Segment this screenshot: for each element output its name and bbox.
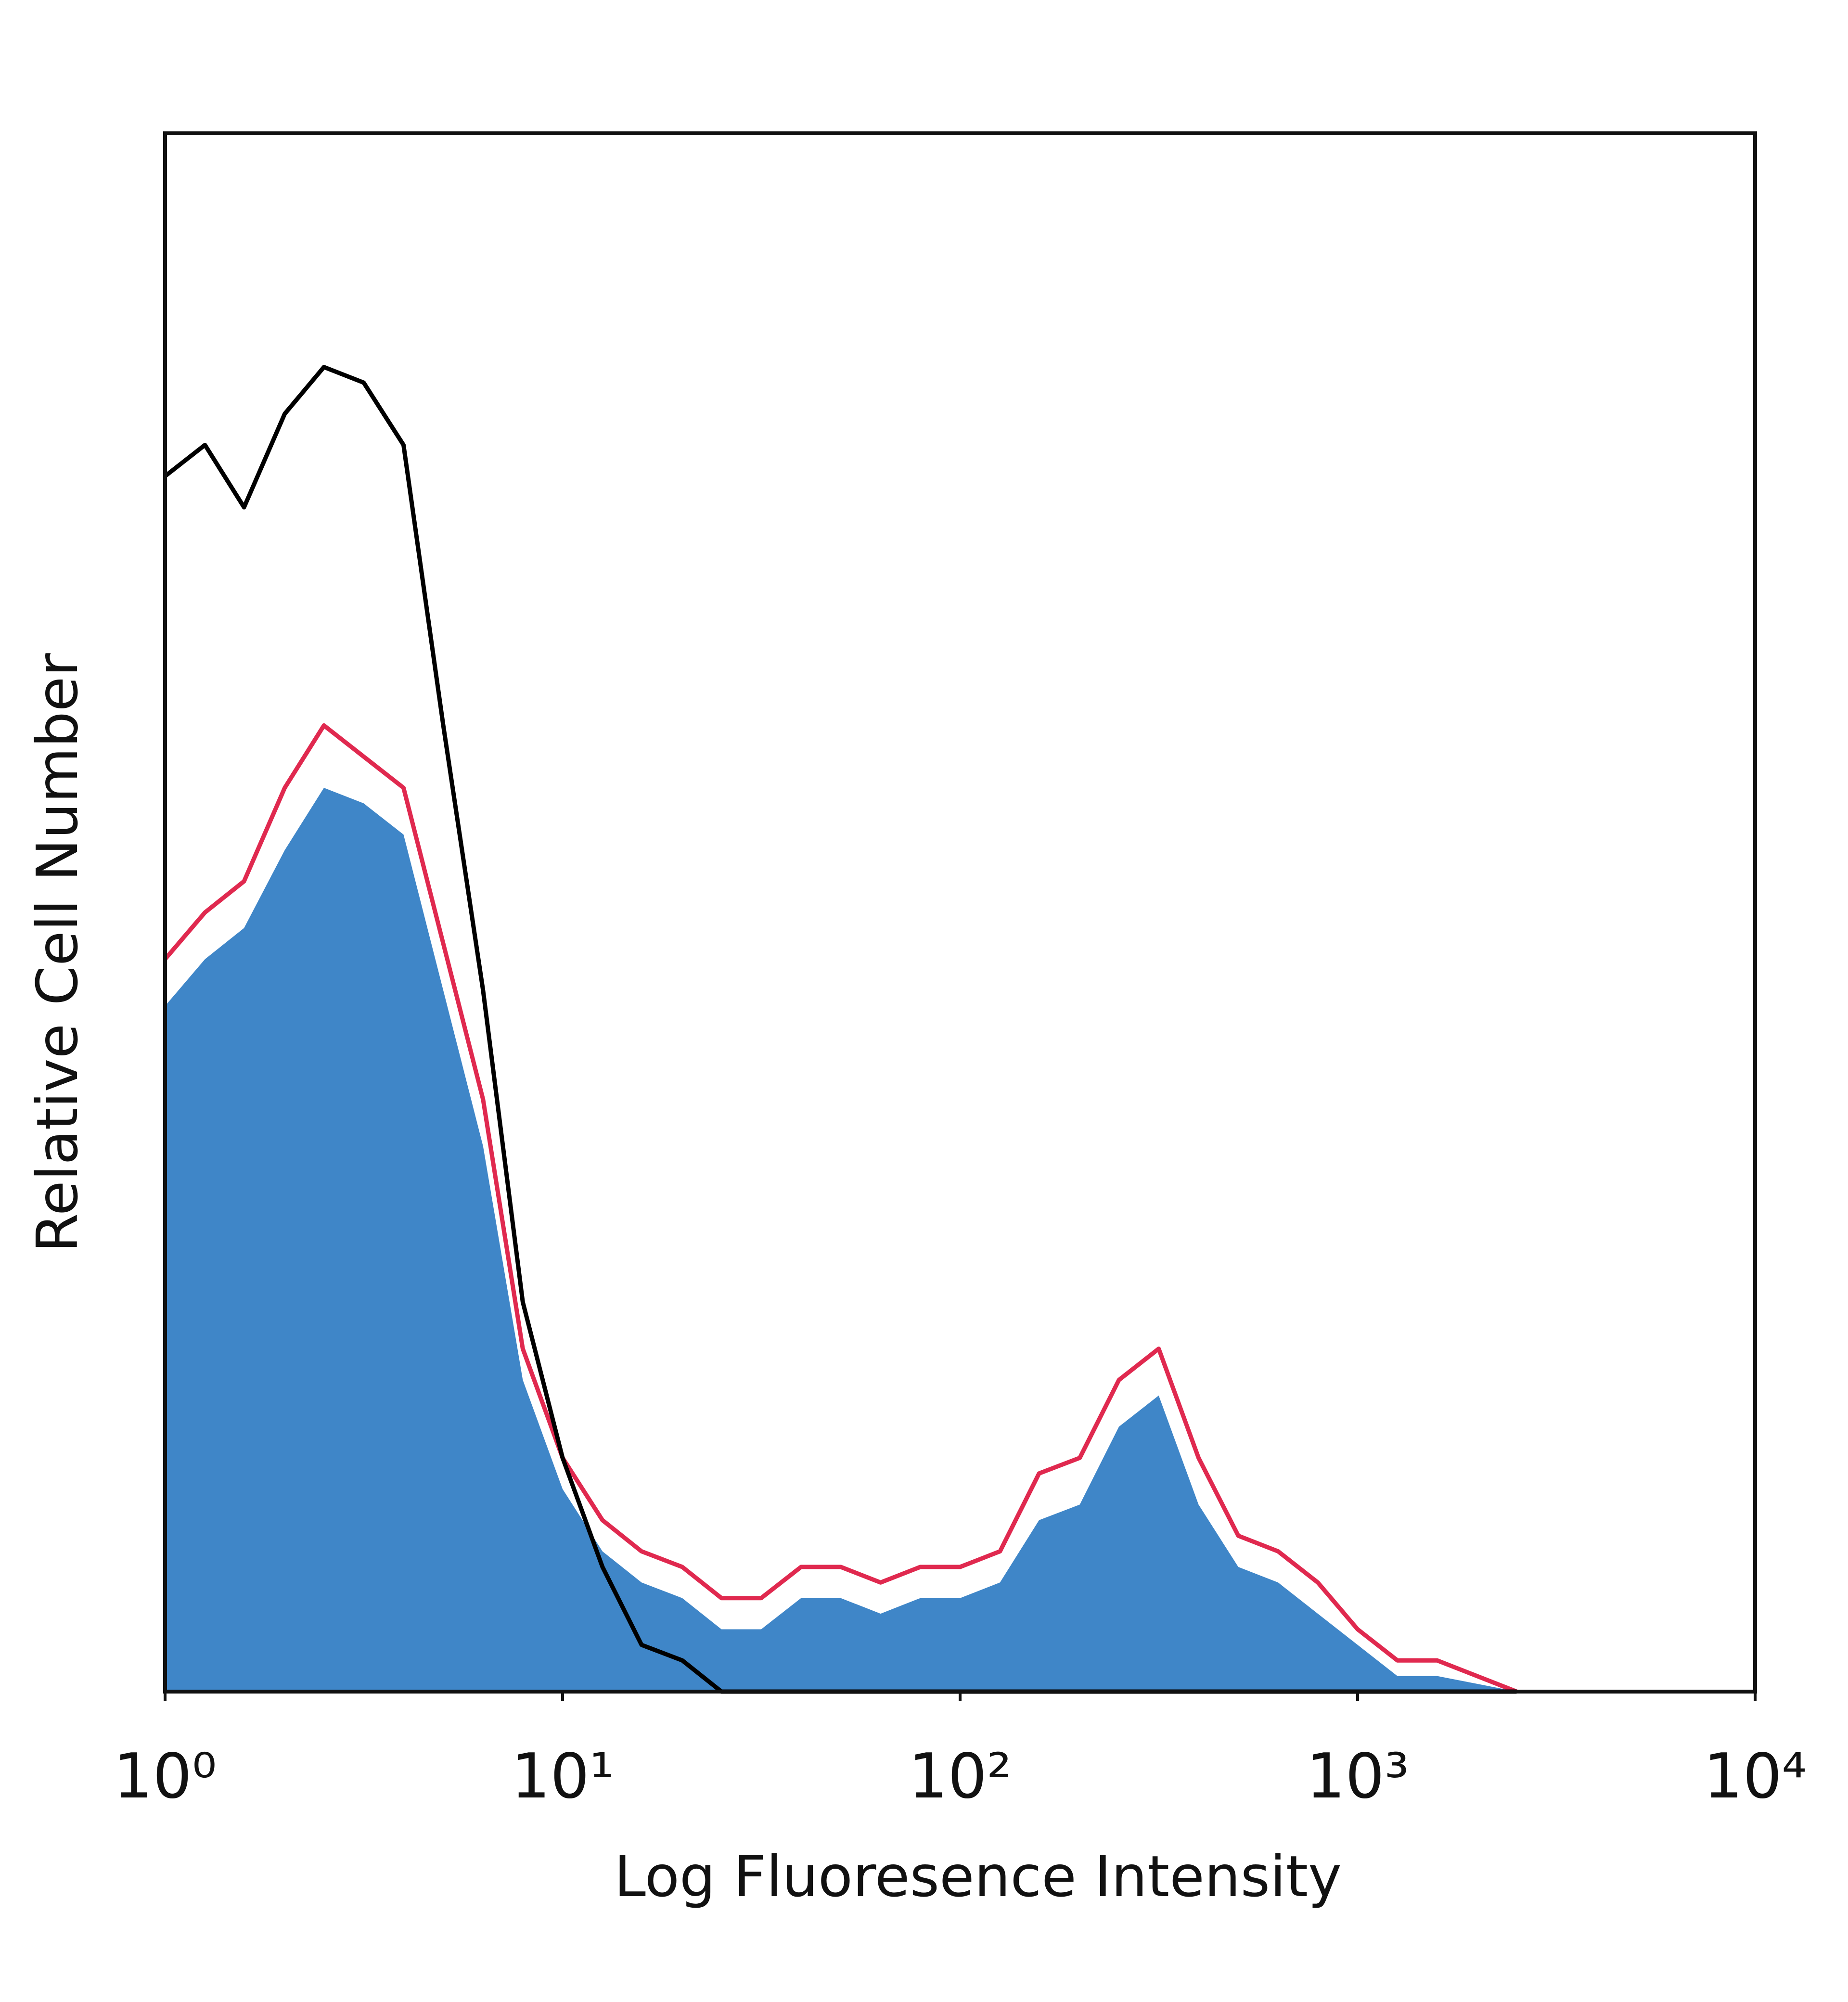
histogram-line <box>163 723 1518 1694</box>
x-tick-label: 10⁰ <box>114 1741 217 1812</box>
y-axis-label: Relative Cell Number <box>24 653 90 1253</box>
x-tick-label: 10¹ <box>511 1741 614 1812</box>
x-axis-label: Log Fluoresence Intensity <box>614 1843 1342 1910</box>
x-tick-label: 10³ <box>1306 1741 1409 1812</box>
x-tick-label: 10² <box>909 1741 1012 1812</box>
x-tick-label: 10⁴ <box>1704 1741 1807 1812</box>
histogram-area <box>165 788 1517 1692</box>
